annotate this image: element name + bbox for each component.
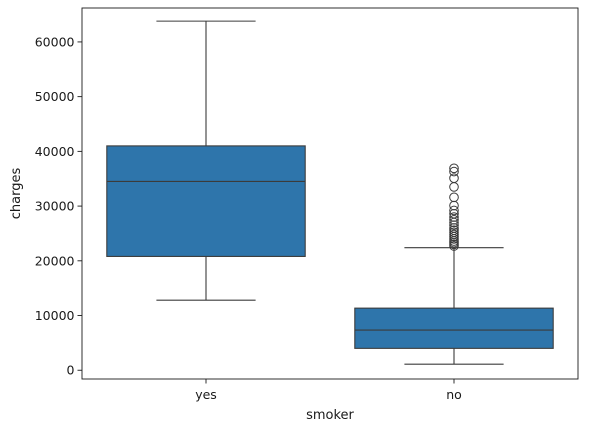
x-tick-label: yes [195,387,217,402]
outlier-point [449,192,459,203]
x-axis: yes no [195,379,462,402]
y-tick-label: 30000 [35,199,75,214]
y-tick-label: 0 [67,363,75,378]
x-tick-label: no [446,387,462,402]
y-axis: 0 10000 20000 30000 40000 50000 60000 [35,34,82,378]
outlier-point [449,227,459,238]
outlier-point [449,229,459,240]
y-tick-label: 20000 [35,253,75,268]
outlier-point [449,173,459,183]
boxes-layer [106,20,554,365]
iqr-box [106,145,306,257]
outlier-point [449,214,459,225]
box-group-yes [106,20,306,301]
outlier-point [449,182,459,192]
outlier-point [449,205,459,216]
x-axis-label: smoker [306,408,354,423]
iqr-box [354,307,554,349]
outlier-point [449,163,459,174]
box-group-no [354,163,554,365]
y-tick-label: 50000 [35,89,75,104]
outlier-point [449,212,459,222]
outlier-point [449,225,459,235]
outlier-point [449,166,459,177]
y-tick-label: 60000 [35,34,75,49]
plot-frame [81,7,579,380]
y-tick-label: 10000 [35,308,75,323]
outlier-point [449,200,459,211]
y-tick-label: 40000 [35,144,75,159]
y-axis-label: charges [9,168,24,220]
